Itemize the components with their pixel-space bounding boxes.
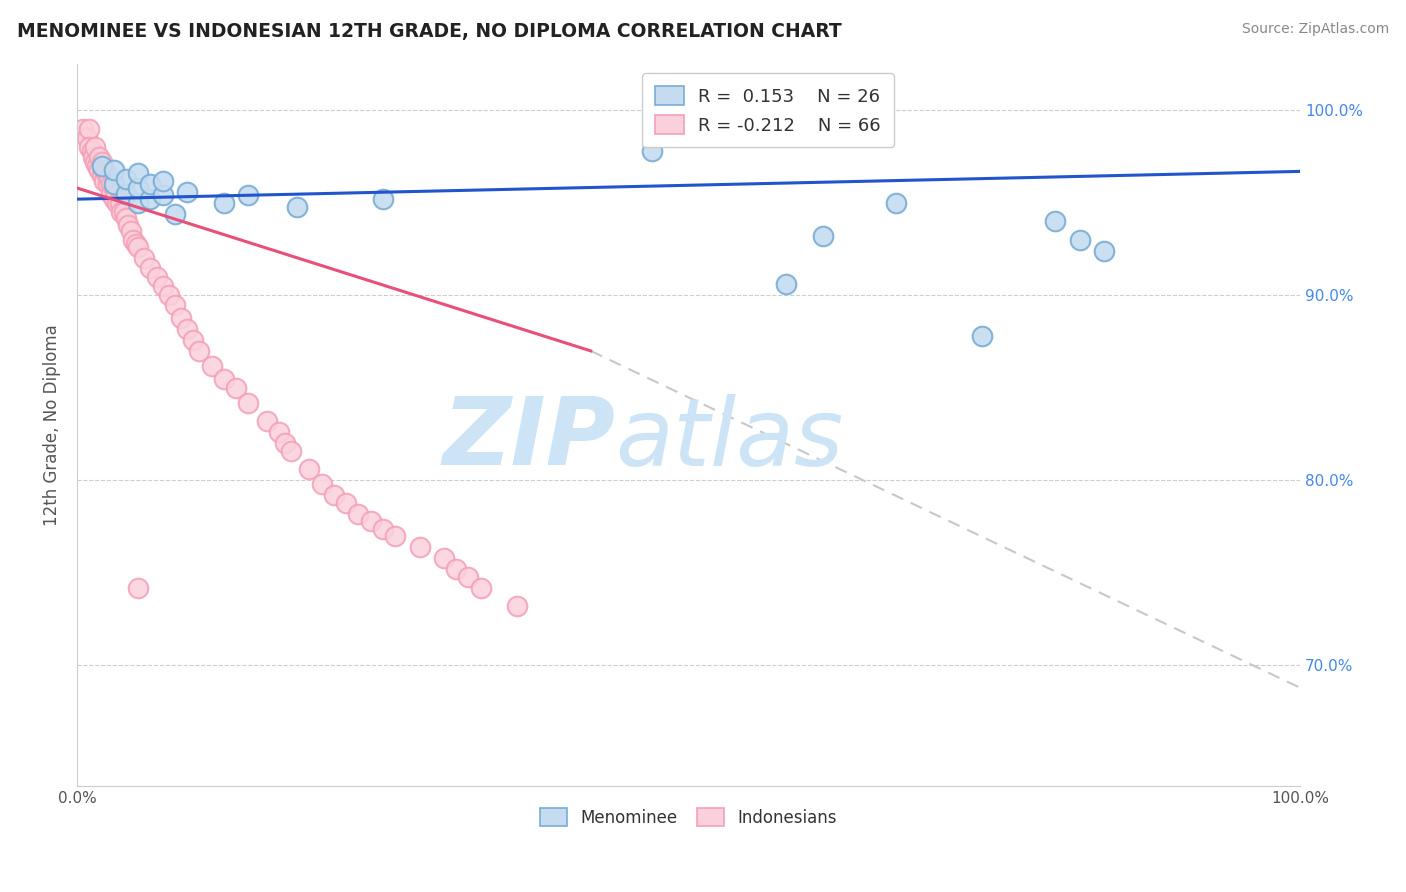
Point [127,195,149,210]
Point [79,121,101,136]
Point [152,174,174,188]
Point [82,150,104,164]
Point [90,155,112,169]
Point [127,166,149,180]
Point [457,569,479,583]
Point [298,462,321,476]
Point [371,522,394,536]
Point [86,159,108,173]
Point [256,414,278,428]
Point [80,144,103,158]
Point [238,395,260,409]
Point [188,343,211,358]
Point [112,205,135,219]
Point [97,178,120,192]
Point [163,298,186,312]
Point [103,181,125,195]
Point [90,159,112,173]
Point [170,310,193,325]
Point [775,277,797,292]
Point [152,188,174,202]
Point [100,186,122,201]
Point [285,200,308,214]
Point [103,162,125,177]
Point [280,443,302,458]
Point [506,599,529,614]
Point [87,150,110,164]
Text: MENOMINEE VS INDONESIAN 12TH GRADE, NO DIPLOMA CORRELATION CHART: MENOMINEE VS INDONESIAN 12TH GRADE, NO D… [17,22,842,41]
Point [115,171,138,186]
Point [108,195,131,210]
Point [84,140,107,154]
Point [163,207,186,221]
Point [212,195,235,210]
Point [139,192,162,206]
Point [115,186,138,201]
Point [120,224,142,238]
Point [76,131,98,145]
Text: Source: ZipAtlas.com: Source: ZipAtlas.com [1241,22,1389,37]
Point [201,359,224,373]
Point [470,581,492,595]
Point [1092,244,1115,258]
Point [641,144,664,158]
Point [212,372,235,386]
Point [1045,214,1067,228]
Point [72,121,94,136]
Point [274,436,297,450]
Point [90,168,112,182]
Point [122,233,145,247]
Point [157,288,180,302]
Point [176,321,198,335]
Point [811,229,834,244]
Point [87,162,110,177]
Point [117,218,139,232]
Point [79,140,101,154]
Point [176,185,198,199]
Point [103,178,125,192]
Y-axis label: 12th Grade, No Diploma: 12th Grade, No Diploma [44,324,60,525]
Point [105,186,128,201]
Point [100,178,122,192]
Point [93,162,115,177]
Point [115,211,138,225]
Point [181,333,204,347]
Point [125,236,148,251]
Legend: Menominee, Indonesians: Menominee, Indonesians [531,800,845,835]
Text: atlas: atlas [616,394,844,485]
Point [110,205,132,219]
Point [970,329,993,343]
Point [347,507,370,521]
Point [103,192,125,206]
Point [93,174,115,188]
Point [127,181,149,195]
Point [444,562,467,576]
Point [127,581,149,595]
Point [1069,233,1091,247]
Point [139,260,162,275]
Point [139,178,162,192]
Point [152,279,174,293]
Point [96,166,118,180]
Point [311,477,333,491]
Point [225,381,247,395]
Point [335,496,357,510]
Point [145,269,167,284]
Point [408,540,430,554]
Point [371,192,394,206]
Point [886,195,908,210]
Point [322,488,344,502]
Point [384,529,406,543]
Point [267,425,290,440]
Point [107,195,129,210]
Point [127,240,149,254]
Point [134,252,156,266]
Point [84,155,107,169]
Point [360,514,382,528]
Point [238,188,260,202]
Point [97,169,120,184]
Point [433,551,456,566]
Text: ZIP: ZIP [443,393,616,485]
